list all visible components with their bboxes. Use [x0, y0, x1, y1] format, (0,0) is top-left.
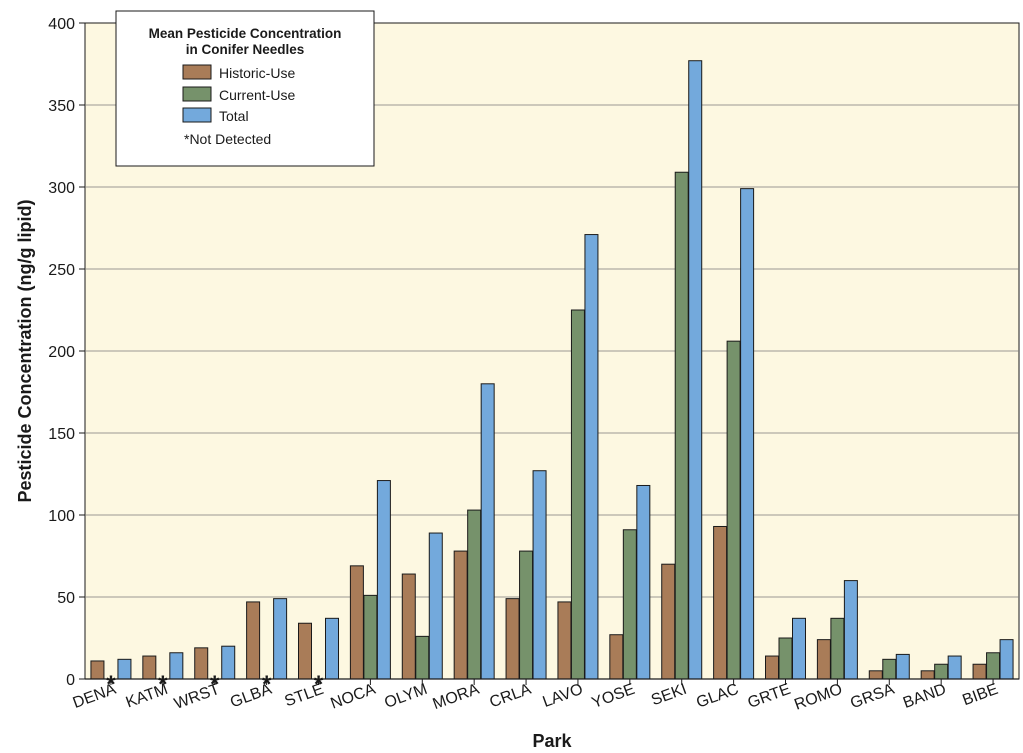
x-tick-label: BAND [901, 681, 949, 712]
bar-current-use-olym [415, 635, 430, 680]
bar-current-use-bibe [986, 652, 1001, 680]
x-tick-label: GRTE [746, 681, 793, 712]
bar-historic-use-romo [816, 639, 831, 680]
bar-current-use-glac [726, 340, 741, 680]
x-tick-label: CRLA [487, 681, 533, 712]
legend-swatch-total [182, 107, 212, 123]
y-tick-label: 200 [48, 344, 75, 361]
bar-total-glac [740, 188, 755, 680]
bar-historic-use-band [920, 670, 935, 680]
y-tick-label: 400 [48, 16, 75, 33]
bar-current-use-crla [519, 550, 534, 680]
bar-historic-use-grsa [868, 670, 883, 680]
x-tick-label: GRSA [848, 681, 897, 713]
y-tick-label: 250 [48, 262, 75, 279]
bar-current-use-seki [674, 171, 689, 680]
x-tick-label: LAVO [541, 681, 586, 711]
x-tick-label: STLE [282, 681, 325, 711]
legend-box [115, 10, 375, 167]
y-axis-ticks: 0 50 100 150 200 250 300 350 400 [48, 16, 85, 689]
bar-historic-use-katm [142, 655, 157, 680]
bar-historic-use-glba [246, 601, 261, 680]
bar-total-romo [843, 580, 858, 680]
bar-historic-use-glac [713, 525, 728, 680]
bar-total-seki [688, 60, 703, 680]
bar-historic-use-lavo [557, 601, 572, 680]
bar-current-use-mora [467, 509, 482, 680]
bar-total-glba [273, 598, 288, 680]
gridlines [85, 104, 1019, 598]
x-tick-label: GLAC [694, 681, 741, 712]
bar-historic-use-stle [298, 622, 312, 680]
bar-historic-use-yose [609, 634, 624, 680]
x-tick-label: SEKI [649, 681, 689, 709]
bar-total-lavo [584, 234, 599, 680]
x-axis-title: Park [532, 731, 572, 751]
legend-label-current-use: Current-Use [219, 87, 295, 103]
legend-swatch-historic-use [182, 64, 212, 80]
x-tick-label: NOCA [328, 681, 378, 713]
bar-total-mora [480, 383, 495, 680]
x-axis-ticks: DENA KATM WRST GLBA STLE NOCA OLYM MORA CRLA LAVO… [71, 678, 1019, 714]
legend-title-line2: in Conifer Needles [186, 42, 305, 57]
bar-current-use-noca [363, 594, 378, 680]
bar-historic-use-bibe [972, 663, 987, 680]
bar-current-use-yose [622, 529, 637, 680]
bar-historic-use-seki [661, 563, 676, 680]
legend-label-historic-use: Historic-Use [219, 65, 295, 81]
y-tick-label: 100 [48, 508, 75, 525]
bar-current-use-grsa [882, 658, 897, 680]
bar-historic-use-dena [90, 660, 105, 680]
bar-total-olym [428, 532, 443, 680]
x-tick-label: KATM [124, 681, 170, 712]
bar-total-yose [636, 484, 651, 680]
bar-total-stle [325, 617, 339, 680]
y-tick-label: 300 [48, 180, 75, 197]
x-tick-label: DENA [71, 681, 119, 712]
bar-total-bibe [999, 639, 1014, 680]
bar-total-katm [169, 652, 184, 680]
bar-current-use-lavo [570, 309, 585, 680]
bar-current-use-band [934, 663, 949, 680]
x-tick-label: MORA [431, 681, 482, 714]
bar-total-dena [117, 658, 132, 680]
bar-total-noca [376, 480, 391, 680]
bar-current-use-romo [830, 617, 845, 680]
y-tick-label: 150 [48, 426, 75, 443]
bar-historic-use-grte [765, 655, 779, 680]
y-tick-label: 50 [57, 590, 75, 607]
legend: Mean Pesticide Concentration in Conifer … [115, 10, 375, 167]
bar-historic-use-wrst [194, 647, 209, 680]
x-tick-label: GLBA [228, 681, 274, 712]
bar-historic-use-olym [401, 573, 416, 680]
x-tick-label: YOSE [590, 681, 638, 712]
legend-not-detected-note: *Not Detected [184, 131, 271, 147]
legend-label-total: Total [219, 108, 249, 124]
x-tick-label: OLYM [382, 681, 429, 712]
legend-swatch-current-use [182, 86, 212, 102]
legend-title-line1: Mean Pesticide Concentration [149, 26, 342, 41]
bar-total-band [947, 655, 962, 680]
bar-total-crla [532, 470, 547, 680]
x-tick-label: WRST [172, 681, 222, 713]
x-tick-label: ROMO [792, 681, 845, 714]
x-tick-label: BIBE [960, 681, 1000, 709]
bar-total-grte [792, 617, 806, 680]
bar-total-wrst [221, 645, 236, 680]
y-tick-label: 350 [48, 98, 75, 115]
bar-historic-use-noca [349, 565, 364, 680]
y-axis-title: Pesticide Concentration (ng/g lipid) [15, 199, 35, 502]
bar-historic-use-mora [453, 550, 468, 680]
y-tick-label: 0 [66, 672, 75, 689]
bar-historic-use-crla [505, 598, 520, 680]
bar-current-use-grte [778, 637, 793, 680]
bar-total-grsa [895, 653, 910, 680]
